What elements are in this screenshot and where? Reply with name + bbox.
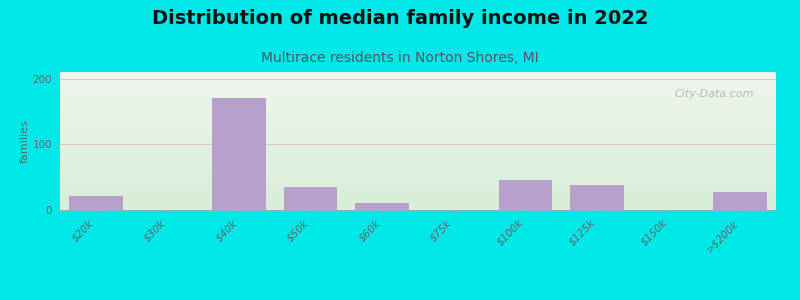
Bar: [284, 187, 338, 210]
Y-axis label: families: families: [20, 119, 30, 163]
Bar: [570, 185, 624, 210]
Bar: [355, 203, 409, 210]
Text: Distribution of median family income in 2022: Distribution of median family income in …: [152, 9, 648, 28]
Bar: [714, 192, 767, 210]
Bar: [212, 98, 266, 210]
Bar: [498, 180, 552, 210]
Text: Multirace residents in Norton Shores, MI: Multirace residents in Norton Shores, MI: [261, 51, 539, 65]
Text: City-Data.com: City-Data.com: [675, 88, 754, 99]
Bar: [69, 196, 122, 210]
